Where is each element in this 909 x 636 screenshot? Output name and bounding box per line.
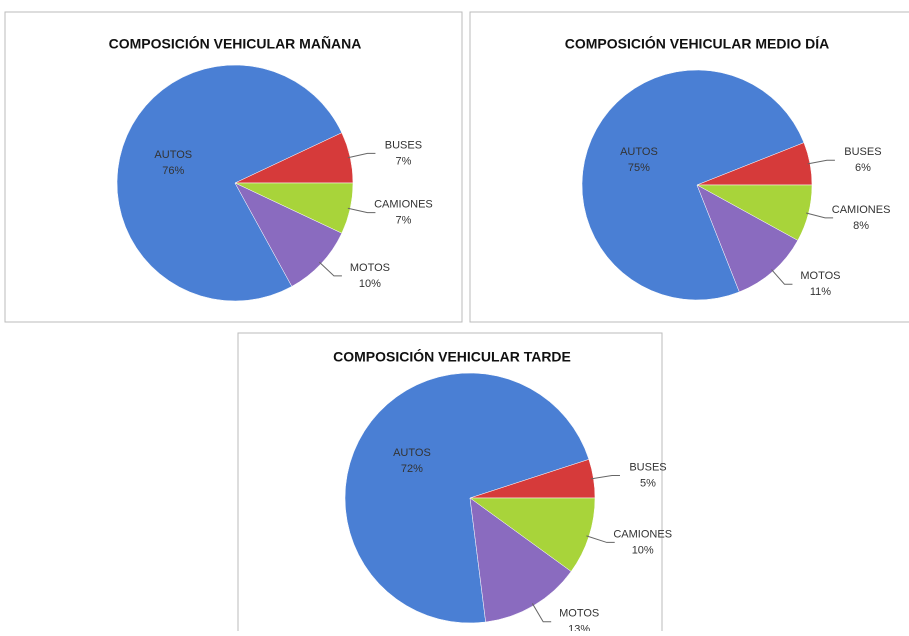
value-label: 11% xyxy=(810,286,831,298)
category-label: AUTOS xyxy=(393,447,431,459)
pie-slice xyxy=(116,64,343,302)
leader-line xyxy=(531,603,552,623)
value-label: 8% xyxy=(853,220,869,232)
category-label: CAMIONES xyxy=(613,528,672,540)
leader-line xyxy=(586,535,615,543)
value-label: 10% xyxy=(632,544,654,556)
value-label: 7% xyxy=(395,215,411,227)
category-label: AUTOS xyxy=(154,149,192,161)
leader-line xyxy=(347,152,376,159)
value-label: 75% xyxy=(628,162,650,174)
chart-title: COMPOSICIÓN VEHICULAR MEDIO DÍA xyxy=(565,35,829,52)
chart-title: COMPOSICIÓN VEHICULAR MAÑANA xyxy=(109,35,362,52)
chart-title: COMPOSICIÓN VEHICULAR TARDE xyxy=(333,348,571,365)
category-label: CAMIONES xyxy=(374,199,433,211)
leader-line xyxy=(590,475,620,480)
value-label: 76% xyxy=(162,165,184,177)
category-label: MOTOS xyxy=(559,608,599,620)
pie-chart: COMPOSICIÓN VEHICULAR MAÑANA AUTOS 76% BUSE… xyxy=(4,11,463,323)
value-label: 10% xyxy=(359,278,381,290)
category-label: CAMIONES xyxy=(832,204,891,216)
value-label: 6% xyxy=(855,162,871,174)
value-label: 5% xyxy=(640,477,656,489)
category-label: BUSES xyxy=(629,461,666,473)
pie-chart: COMPOSICIÓN VEHICULAR MEDIO DÍA AUTOS 75% B… xyxy=(469,11,909,323)
value-label: 72% xyxy=(401,463,423,475)
value-label: 13% xyxy=(568,624,590,631)
value-label: 7% xyxy=(395,155,411,167)
category-label: MOTOS xyxy=(350,262,390,274)
leader-line xyxy=(806,212,834,219)
category-label: AUTOS xyxy=(620,146,658,158)
pie-chart: COMPOSICIÓN VEHICULAR TARDE AUTOS 72% BUSES… xyxy=(237,332,672,636)
category-label: BUSES xyxy=(844,146,881,158)
leader-line xyxy=(318,261,342,277)
category-label: MOTOS xyxy=(800,270,840,282)
leader-line xyxy=(771,269,793,285)
pie-slice xyxy=(344,372,590,624)
category-label: BUSES xyxy=(385,139,422,151)
leader-line xyxy=(807,159,835,165)
pie-slice xyxy=(581,69,805,301)
leader-line xyxy=(347,207,376,214)
